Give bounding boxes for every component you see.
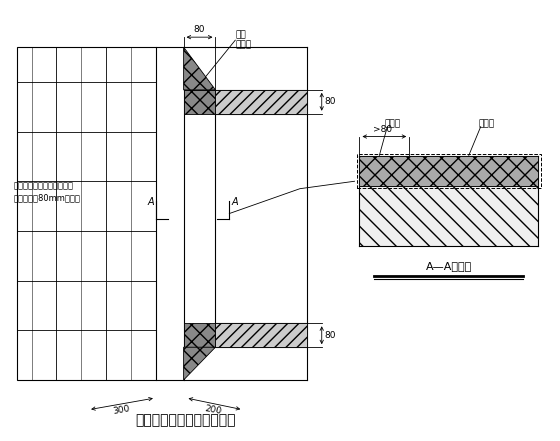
Bar (360, 186, 538, 246)
Bar (216, 323, 307, 347)
Bar (17, 47, 156, 380)
Polygon shape (184, 347, 216, 380)
Text: 预粘不小于80mm网格布: 预粘不小于80mm网格布 (13, 194, 81, 203)
Text: >80: >80 (373, 124, 392, 134)
Bar (216, 90, 307, 114)
Text: 300: 300 (112, 404, 130, 416)
Bar (357, 154, 542, 188)
Text: 80: 80 (325, 331, 336, 340)
Polygon shape (184, 47, 216, 90)
Text: 80: 80 (325, 97, 336, 106)
Text: A: A (231, 197, 238, 206)
Text: A: A (147, 197, 154, 206)
Text: 80: 80 (194, 25, 206, 34)
Bar (360, 157, 538, 186)
Text: 挤塑板: 挤塑板 (479, 119, 495, 128)
Text: 网格布: 网格布 (235, 41, 251, 49)
Text: 网格布: 网格布 (384, 119, 400, 128)
Text: 200: 200 (204, 404, 223, 416)
Text: 与墙体接触一面用粘结砂浆: 与墙体接触一面用粘结砂浆 (13, 182, 74, 191)
Polygon shape (184, 323, 216, 347)
Polygon shape (184, 90, 216, 114)
Text: 附加: 附加 (235, 31, 246, 40)
Text: 门窗洞口附加网络布示意图: 门窗洞口附加网络布示意图 (136, 413, 236, 427)
Text: A—A剖面图: A—A剖面图 (426, 261, 472, 271)
